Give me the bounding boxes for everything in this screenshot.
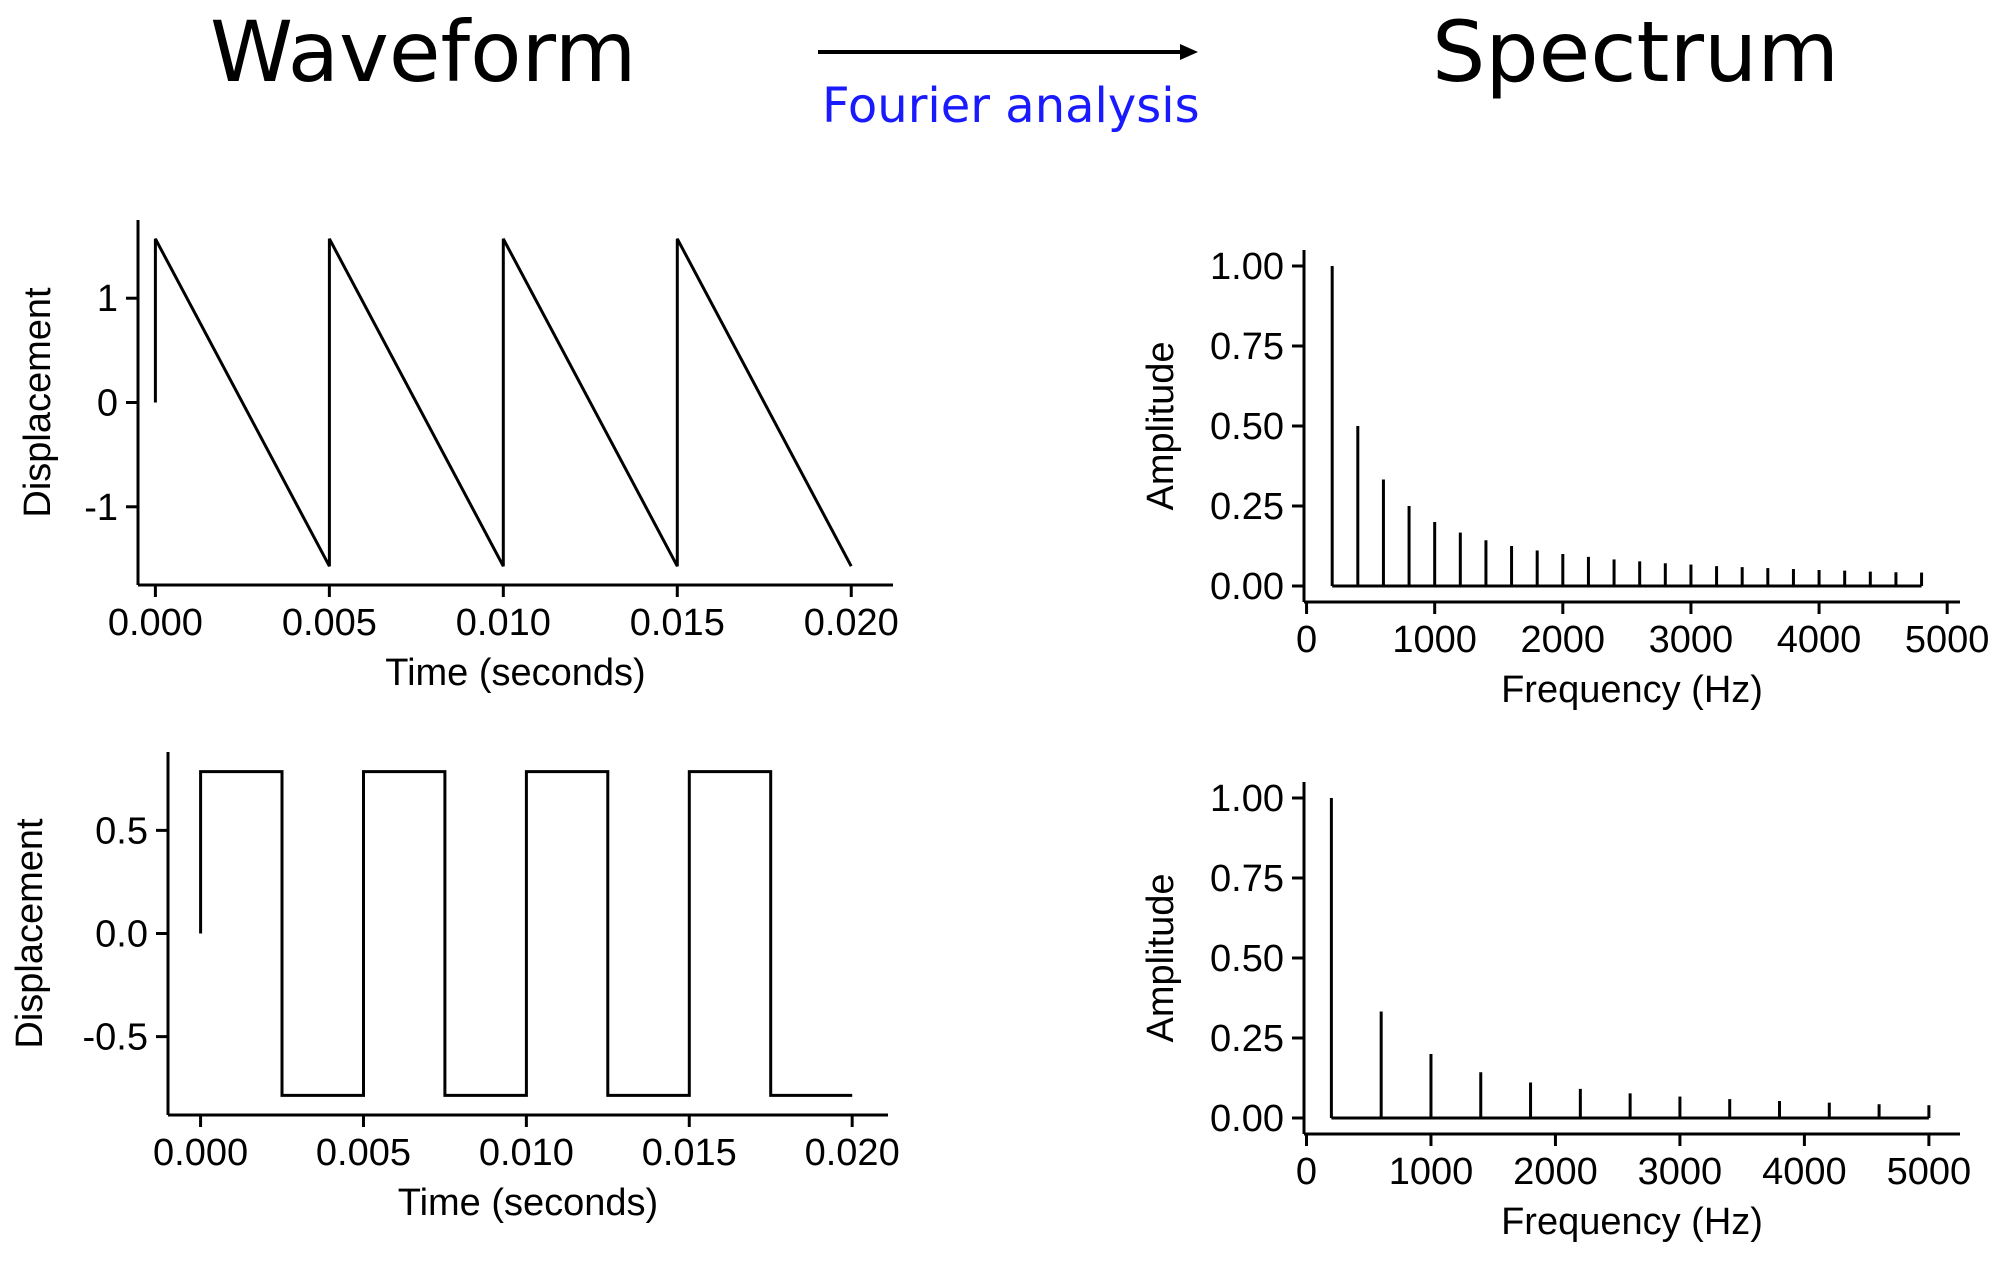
y-tick-label: 0.25 bbox=[1210, 486, 1284, 528]
x-tick-label: 0.020 bbox=[805, 1132, 900, 1174]
y-tick-label: 1 bbox=[97, 278, 118, 320]
x-tick-label: 1000 bbox=[1392, 619, 1477, 661]
x-tick-label: 4000 bbox=[1762, 1151, 1847, 1193]
spectrum-heading: Spectrum bbox=[1432, 3, 1840, 101]
y-tick-label: 0.50 bbox=[1210, 406, 1284, 448]
x-tick-label: 0 bbox=[1296, 1151, 1317, 1193]
y-tick-label: 0.75 bbox=[1210, 858, 1284, 900]
y-tick-label: 0.75 bbox=[1210, 326, 1284, 368]
y-tick-label: -0.5 bbox=[83, 1017, 148, 1059]
y-tick-label: 0.00 bbox=[1210, 566, 1284, 608]
x-tick-label: 1000 bbox=[1389, 1151, 1474, 1193]
x-tick-label: 0 bbox=[1296, 619, 1317, 661]
waveform-line bbox=[153, 238, 853, 567]
fourier-analysis-label: Fourier analysis bbox=[822, 78, 1200, 134]
waveform-line bbox=[199, 770, 853, 1097]
x-tick-label: 5000 bbox=[1905, 619, 1990, 661]
x-tick-label: 0.000 bbox=[153, 1132, 248, 1174]
right-arrow-icon bbox=[818, 44, 1198, 60]
y-tick-label: 0 bbox=[97, 383, 118, 425]
waveform-heading: Waveform bbox=[210, 3, 637, 101]
y-axis-title: Displacement bbox=[9, 818, 51, 1049]
x-tick-label: 0.015 bbox=[642, 1132, 737, 1174]
x-tick-label: 3000 bbox=[1649, 619, 1734, 661]
x-tick-label: 2000 bbox=[1521, 619, 1606, 661]
y-tick-label: 0.00 bbox=[1210, 1098, 1284, 1140]
x-tick-label: 5000 bbox=[1887, 1151, 1972, 1193]
y-tick-label: 0.0 bbox=[95, 914, 148, 956]
y-tick-label: 0.5 bbox=[95, 810, 148, 852]
x-tick-label: 0.000 bbox=[108, 602, 203, 644]
y-axis-title: Amplitude bbox=[1140, 342, 1182, 511]
y-tick-label: 1.00 bbox=[1210, 778, 1284, 820]
x-tick-label: 3000 bbox=[1638, 1151, 1723, 1193]
x-tick-label: 0.005 bbox=[316, 1132, 411, 1174]
y-tick-label: 0.50 bbox=[1210, 938, 1284, 980]
y-tick-label: -1 bbox=[84, 487, 118, 529]
x-tick-label: 0.020 bbox=[804, 602, 899, 644]
y-axis-title: Amplitude bbox=[1140, 874, 1182, 1043]
x-axis-title: Frequency (Hz) bbox=[1501, 1201, 1763, 1243]
x-axis-title: Frequency (Hz) bbox=[1501, 669, 1763, 711]
y-tick-label: 0.25 bbox=[1210, 1018, 1284, 1060]
y-tick-label: 1.00 bbox=[1210, 246, 1284, 288]
x-tick-label: 0.005 bbox=[282, 602, 377, 644]
y-axis-title: Displacement bbox=[17, 287, 59, 518]
x-axis-title: Time (seconds) bbox=[385, 652, 645, 694]
x-tick-label: 4000 bbox=[1777, 619, 1862, 661]
x-tick-label: 0.010 bbox=[456, 602, 551, 644]
x-axis-title: Time (seconds) bbox=[398, 1182, 658, 1224]
x-tick-label: 0.010 bbox=[479, 1132, 574, 1174]
x-tick-label: 2000 bbox=[1513, 1151, 1598, 1193]
x-tick-label: 0.015 bbox=[630, 602, 725, 644]
